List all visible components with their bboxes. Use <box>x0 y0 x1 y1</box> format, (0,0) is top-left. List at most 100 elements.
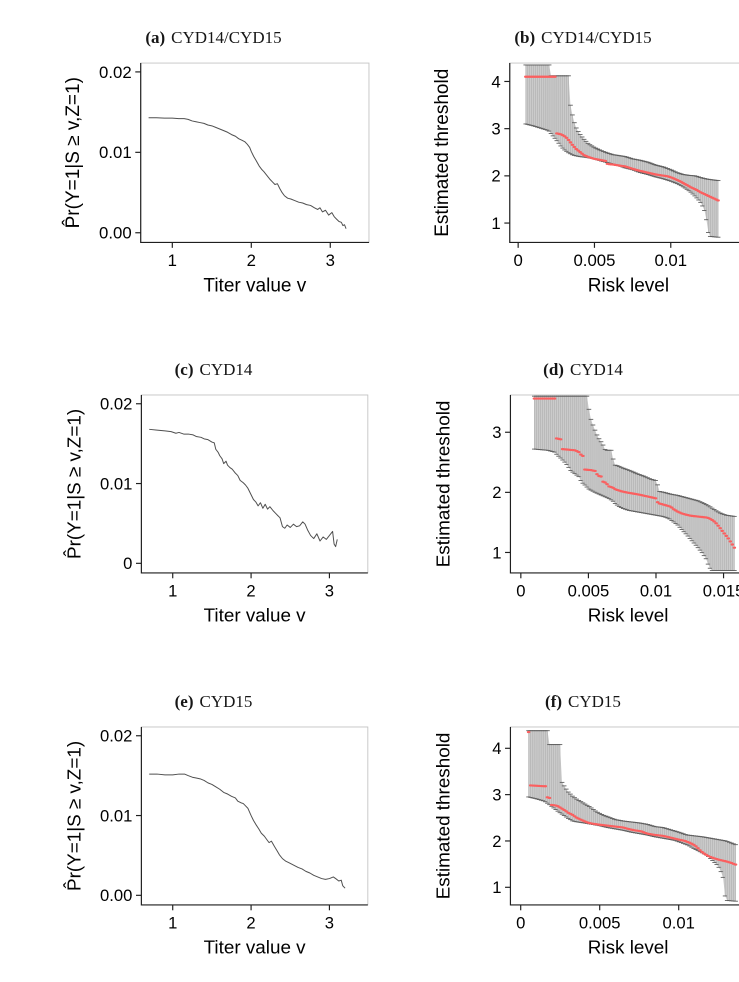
threshold-point <box>718 527 722 530</box>
threshold-points <box>526 731 738 866</box>
panel-b-title-text: CYD14/CYD15 <box>541 28 652 47</box>
threshold-point <box>577 450 581 454</box>
panel-f-title: (f) CYD15 <box>409 686 699 718</box>
threshold-points <box>524 75 720 202</box>
threshold-point <box>698 849 702 852</box>
x-tick-label: 0.01 <box>654 251 687 270</box>
threshold-point <box>712 520 716 523</box>
y-tick-label: 0.02 <box>100 727 132 746</box>
threshold-point <box>566 138 571 142</box>
threshold-point <box>726 537 731 540</box>
threshold-point <box>553 75 557 78</box>
plot-box <box>140 394 369 574</box>
y-tick-label: 0 <box>123 554 132 573</box>
threshold-point <box>568 141 573 144</box>
y-tick-label: 0.00 <box>100 886 132 905</box>
x-tick-label: 3 <box>326 251 335 270</box>
panel-d-chart: 0 0.005 0.01 0.015 1 2 3 Risk level Estimated th… <box>432 394 739 625</box>
threshold-point <box>595 473 599 476</box>
x-axis-label: Titer value v <box>204 936 307 957</box>
threshold-point <box>543 785 548 788</box>
x-tick-label: 0.015 <box>703 581 739 600</box>
y-tick-label: 2 <box>491 167 500 186</box>
threshold-point <box>526 731 531 734</box>
x-axis-label: Risk level <box>588 604 669 625</box>
y-tick-label: 3 <box>492 423 501 442</box>
panel-b-title: (b) CYD14/CYD15 <box>409 22 699 54</box>
threshold-point <box>552 397 557 400</box>
x-tick-label: 1 <box>168 581 177 600</box>
threshold-point <box>724 534 728 537</box>
panel-b-chart: 0 0.005 0.01 1 2 3 4 Risk level Estimated thresh… <box>432 62 739 296</box>
confidence-band <box>534 396 735 571</box>
axis-lines <box>140 726 368 906</box>
threshold-point <box>694 845 698 848</box>
threshold-point <box>714 522 718 525</box>
y-tick-label: 0.01 <box>99 143 132 162</box>
threshold-point <box>732 546 737 549</box>
y-axis-label: P̂r(Y=1|S ≥ v,Z=1) <box>62 77 84 228</box>
x-axis-label: Risk level <box>588 275 669 296</box>
threshold-points <box>532 397 737 549</box>
survival-curve <box>149 773 346 889</box>
plot-box <box>140 62 370 243</box>
y-tick-label: 1 <box>491 214 500 233</box>
y-tick-label: 3 <box>492 785 501 804</box>
x-tick-label: 3 <box>325 581 334 600</box>
error-bars <box>532 395 737 571</box>
x-tick-label: 2 <box>246 913 255 932</box>
panel-e-chart: 1 2 3 0.00 0.01 0.02 Titer value v P̂r(Y=1|S ≥ … <box>63 726 369 957</box>
threshold-point <box>547 796 552 800</box>
threshold-point <box>572 145 577 149</box>
panel-d-title-text: CYD14 <box>569 360 623 379</box>
y-tick-label: 0.02 <box>99 63 132 82</box>
threshold-point <box>653 497 658 500</box>
survival-curve <box>149 428 338 548</box>
threshold-point <box>716 524 720 527</box>
panel-b: (b) CYD14/CYD15 0 0.005 0.01 1 2 3 4 Risk level E… <box>409 16 739 304</box>
panel-c-title-text: CYD14 <box>199 360 253 379</box>
panel-f-chart: 0 0.005 0.01 1 2 3 4 Risk level Estimated thresh… <box>432 726 739 957</box>
threshold-point <box>578 151 582 154</box>
threshold-point <box>599 475 603 478</box>
panel-f-label: (f) <box>545 692 563 711</box>
threshold-point <box>722 532 726 535</box>
panel-c: (c) CYD14 1 2 3 0 0.01 0.02 Titer value v P̂r(Y=… <box>40 336 369 634</box>
threshold-point <box>670 506 674 509</box>
x-axis-label: Titer value v <box>204 604 307 625</box>
x-axis-label: Titer value v <box>203 275 306 296</box>
y-tick-label: 4 <box>491 72 500 91</box>
panel-a-title: (a) CYD14/CYD15 <box>40 22 329 54</box>
survival-curve <box>148 117 347 229</box>
x-tick-label: 3 <box>325 913 334 932</box>
panel-f-title-text: CYD15 <box>568 692 621 711</box>
threshold-point <box>605 483 609 486</box>
x-tick-label: 0.005 <box>579 913 621 932</box>
threshold-point <box>581 454 585 457</box>
threshold-point <box>603 481 607 484</box>
error-bars <box>523 64 721 238</box>
y-tick-label: 0.01 <box>100 806 132 825</box>
y-tick-label: 2 <box>492 483 501 502</box>
axis-lines <box>509 394 739 574</box>
y-tick-label: 2 <box>492 832 501 851</box>
panel-c-label: (c) <box>174 360 194 379</box>
threshold-point <box>692 843 696 846</box>
y-axis-label: Estimated threshold <box>432 69 453 237</box>
panel-c-chart: 1 2 3 0 0.01 0.02 Titer value v P̂r(Y=1|S ≥ v,Z… <box>63 394 369 625</box>
panel-e: (e) CYD15 1 2 3 0.00 0.01 0.02 Titer value v P̂r… <box>40 666 369 966</box>
panel-d-label: (d) <box>543 360 564 379</box>
x-tick-label: 0.01 <box>663 913 695 932</box>
x-tick-label: 1 <box>168 913 177 932</box>
y-axis-label: Estimated threshold <box>432 733 453 900</box>
panel-f: (f) CYD15 0 0.005 0.01 1 2 3 4 Risk level Estimat… <box>409 666 739 966</box>
threshold-point <box>593 469 597 473</box>
axis-lines <box>509 726 739 906</box>
panel-a-title-text: CYD14/CYD15 <box>171 28 282 47</box>
x-tick-label: 0 <box>513 251 522 270</box>
confidence-band <box>528 730 736 902</box>
y-tick-label: 4 <box>492 739 501 758</box>
panel-a: (a) CYD14/CYD15 1 2 3 0.00 0.01 0.02 Titer valu… <box>40 16 370 304</box>
axis-lines <box>140 63 369 243</box>
